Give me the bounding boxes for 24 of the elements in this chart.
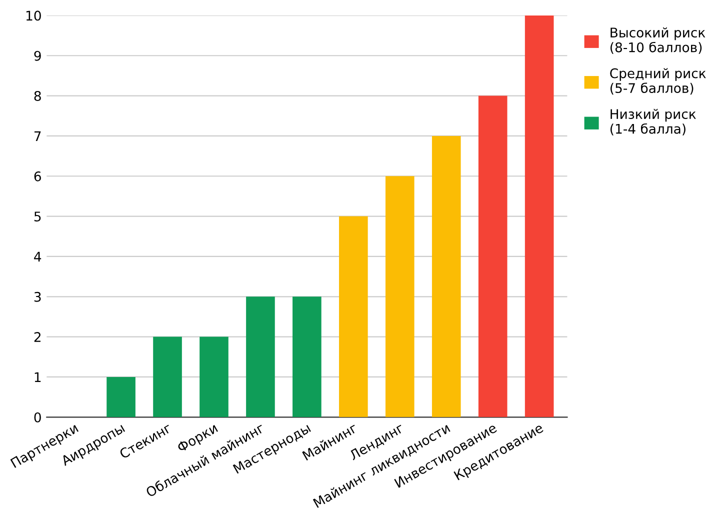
bar — [153, 336, 182, 418]
bar — [292, 296, 322, 418]
legend-label: Низкий риск (1-4 балла) — [610, 108, 696, 136]
bar — [106, 376, 136, 418]
y-tick-label: 0 — [34, 412, 41, 422]
bar — [432, 136, 461, 418]
y-tick-label: 7 — [34, 131, 41, 141]
y-tick-label: 9 — [34, 50, 41, 61]
bar — [339, 216, 368, 418]
y-tick-label: 5 — [34, 212, 41, 222]
bar — [246, 296, 275, 418]
bar — [200, 336, 228, 418]
y-tick-label: 10 — [26, 10, 41, 21]
y-tick-label: 8 — [34, 91, 41, 101]
bar — [478, 96, 508, 418]
bar — [524, 15, 554, 418]
y-tick-label: 6 — [34, 171, 41, 182]
legend-label: Средний риск (5-7 баллов) — [610, 68, 706, 95]
legend-label: Высокий риск (8-10 баллов) — [610, 27, 706, 54]
y-tick-label: 4 — [34, 252, 42, 262]
y-tick-label: 3 — [34, 292, 41, 302]
y-tick-label: 1 — [34, 372, 41, 382]
bar — [385, 176, 414, 418]
y-tick-label: 2 — [34, 332, 40, 342]
